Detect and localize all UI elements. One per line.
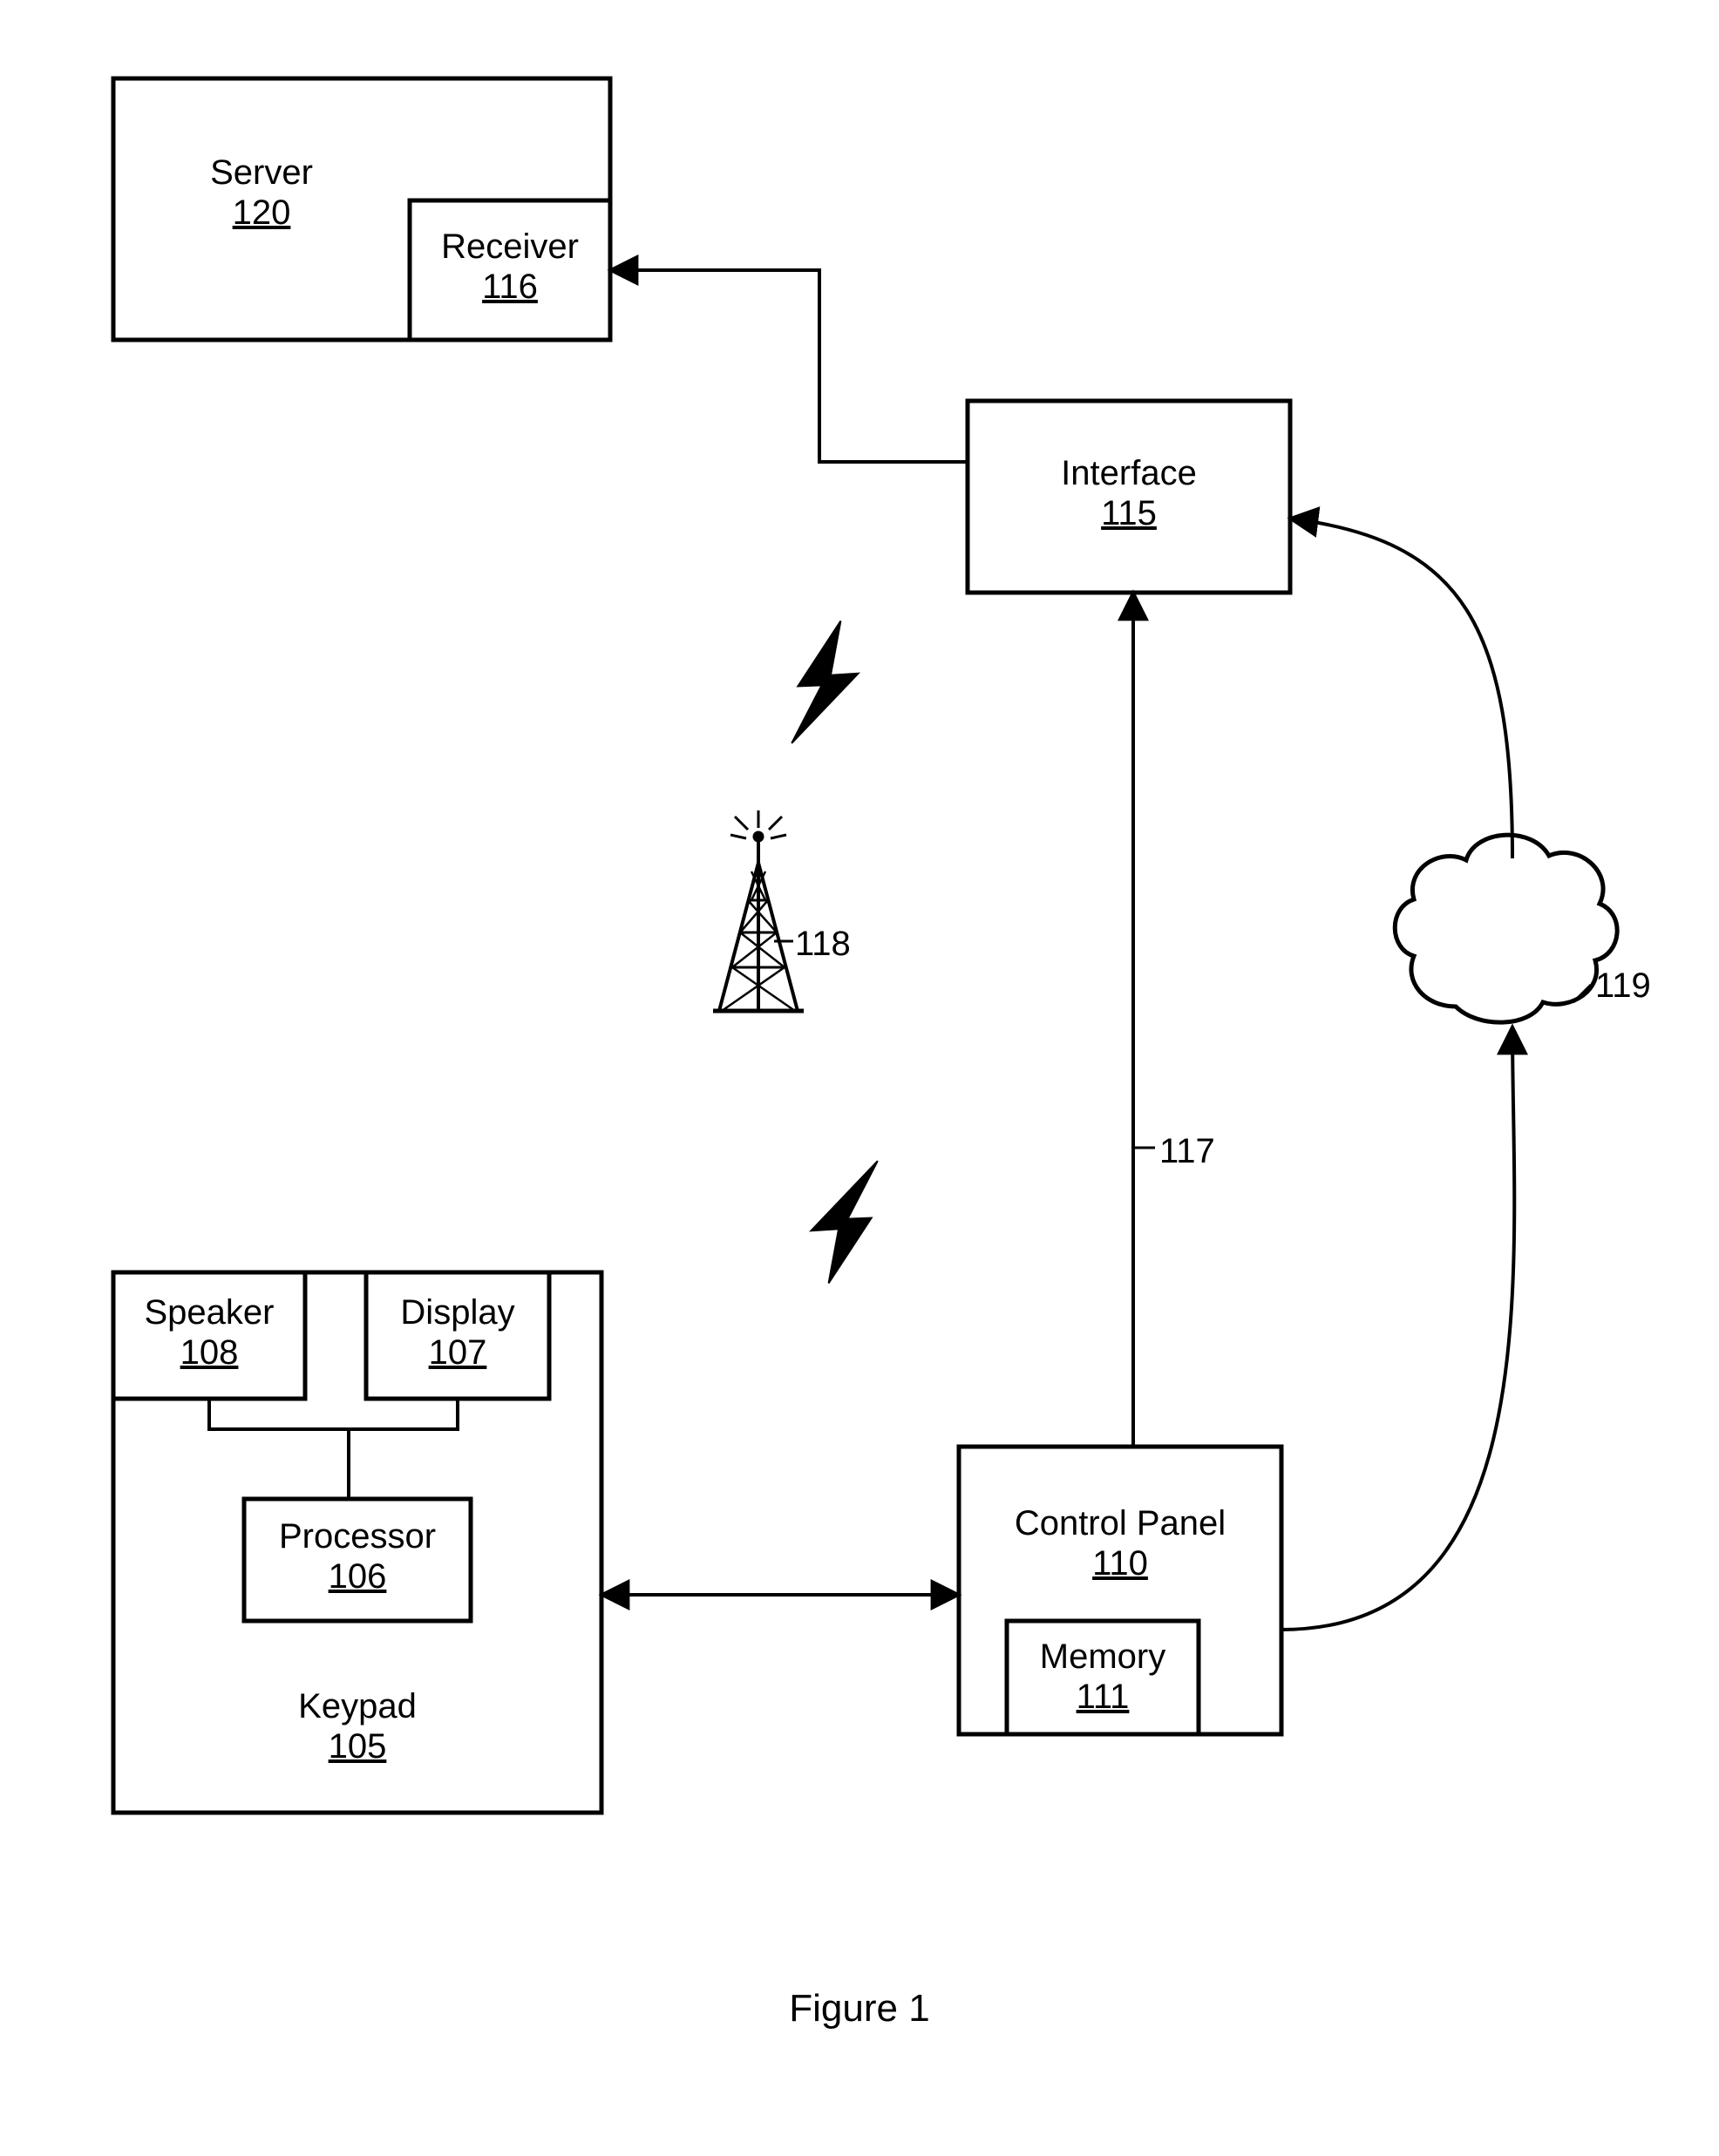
server-text: Server: [210, 153, 313, 192]
annotation-119: 119: [1595, 966, 1682, 1006]
keypad-ref: 105: [329, 1727, 387, 1766]
processor-text: Processor: [279, 1517, 436, 1556]
figure-caption: Figure 1: [0, 1987, 1719, 2031]
server-ref: 120: [233, 193, 291, 232]
display-label: Display 107: [366, 1292, 549, 1373]
keypad-text: Keypad: [298, 1687, 417, 1725]
cloud-icon: [1395, 835, 1617, 1022]
speaker-text: Speaker: [145, 1293, 275, 1332]
bolt-upper-icon: [784, 614, 871, 755]
interface-text: Interface: [1061, 454, 1197, 492]
display-text: Display: [400, 1293, 514, 1332]
annotation-117: 117: [1159, 1131, 1238, 1171]
receiver-label: Receiver 116: [410, 227, 610, 307]
tower-icon: [713, 810, 804, 1011]
controlpanel-label: Control Panel 110: [959, 1503, 1281, 1583]
processor-label: Processor 106: [244, 1516, 471, 1597]
receiver-text: Receiver: [441, 227, 579, 266]
interface-label: Interface 115: [968, 453, 1290, 533]
interface-ref: 115: [1101, 494, 1157, 532]
speaker-label: Speaker 108: [113, 1292, 305, 1373]
processor-ref: 106: [329, 1557, 387, 1596]
keypad-label: Keypad 105: [113, 1686, 601, 1766]
memory-text: Memory: [1040, 1637, 1165, 1676]
receiver-ref: 116: [482, 268, 538, 306]
controlpanel-ref: 110: [1092, 1544, 1148, 1583]
speaker-ref: 108: [180, 1333, 239, 1372]
internal-wire: [209, 1399, 458, 1429]
memory-ref: 111: [1077, 1678, 1130, 1716]
controlpanel-text: Control Panel: [1015, 1504, 1226, 1542]
display-ref: 107: [429, 1333, 487, 1372]
memory-label: Memory 111: [1007, 1637, 1199, 1717]
edge-interface-receiver: [610, 270, 968, 462]
edge-cloud-interface: [1290, 519, 1512, 858]
annotation-118: 118: [795, 924, 873, 964]
server-label: Server 120: [113, 153, 410, 233]
bolt-lower-icon: [799, 1149, 887, 1289]
edge-controlpanel-cloud: [1281, 1027, 1514, 1630]
